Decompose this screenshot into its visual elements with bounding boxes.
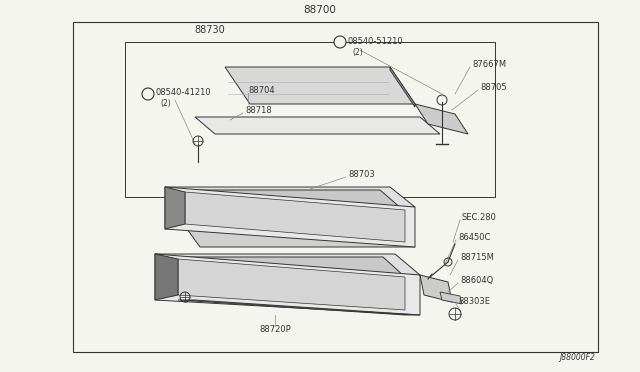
Circle shape	[334, 36, 346, 48]
Text: 88720P: 88720P	[259, 326, 291, 334]
Polygon shape	[165, 187, 197, 229]
Polygon shape	[165, 187, 415, 247]
Text: 88700: 88700	[303, 5, 337, 15]
Text: 87667M: 87667M	[472, 60, 506, 68]
Text: 08540-51210: 08540-51210	[348, 36, 404, 45]
Polygon shape	[178, 259, 405, 310]
Text: 88718: 88718	[245, 106, 272, 115]
Polygon shape	[185, 192, 405, 242]
Circle shape	[142, 88, 154, 100]
Polygon shape	[225, 67, 415, 104]
Polygon shape	[165, 187, 415, 207]
Text: S: S	[146, 90, 150, 99]
Text: 88303E: 88303E	[458, 298, 490, 307]
Text: J88000F2: J88000F2	[559, 353, 595, 362]
Text: 88703: 88703	[348, 170, 375, 179]
Text: 88705: 88705	[480, 83, 507, 92]
Polygon shape	[155, 254, 420, 275]
Polygon shape	[178, 300, 420, 315]
Polygon shape	[168, 257, 405, 277]
Polygon shape	[175, 190, 402, 209]
Polygon shape	[155, 254, 420, 315]
Text: (2): (2)	[160, 99, 171, 108]
Bar	[125, 42, 495, 197]
Text: 88730: 88730	[195, 25, 225, 35]
Polygon shape	[415, 104, 468, 134]
Text: (2): (2)	[352, 48, 363, 57]
Polygon shape	[195, 117, 440, 134]
Text: SEC.280: SEC.280	[462, 212, 497, 221]
Text: 08540-41210: 08540-41210	[156, 87, 212, 96]
Bar	[73, 22, 598, 352]
Text: 88715M: 88715M	[460, 253, 494, 262]
Text: 88604Q: 88604Q	[460, 276, 493, 285]
Polygon shape	[440, 292, 462, 304]
Text: 88704: 88704	[248, 86, 275, 94]
Text: 86450C: 86450C	[458, 232, 490, 241]
Polygon shape	[390, 67, 415, 107]
Polygon shape	[155, 254, 193, 300]
Polygon shape	[187, 229, 415, 247]
Text: S: S	[338, 38, 342, 46]
Polygon shape	[420, 275, 452, 302]
Polygon shape	[165, 187, 185, 229]
Polygon shape	[155, 254, 178, 300]
